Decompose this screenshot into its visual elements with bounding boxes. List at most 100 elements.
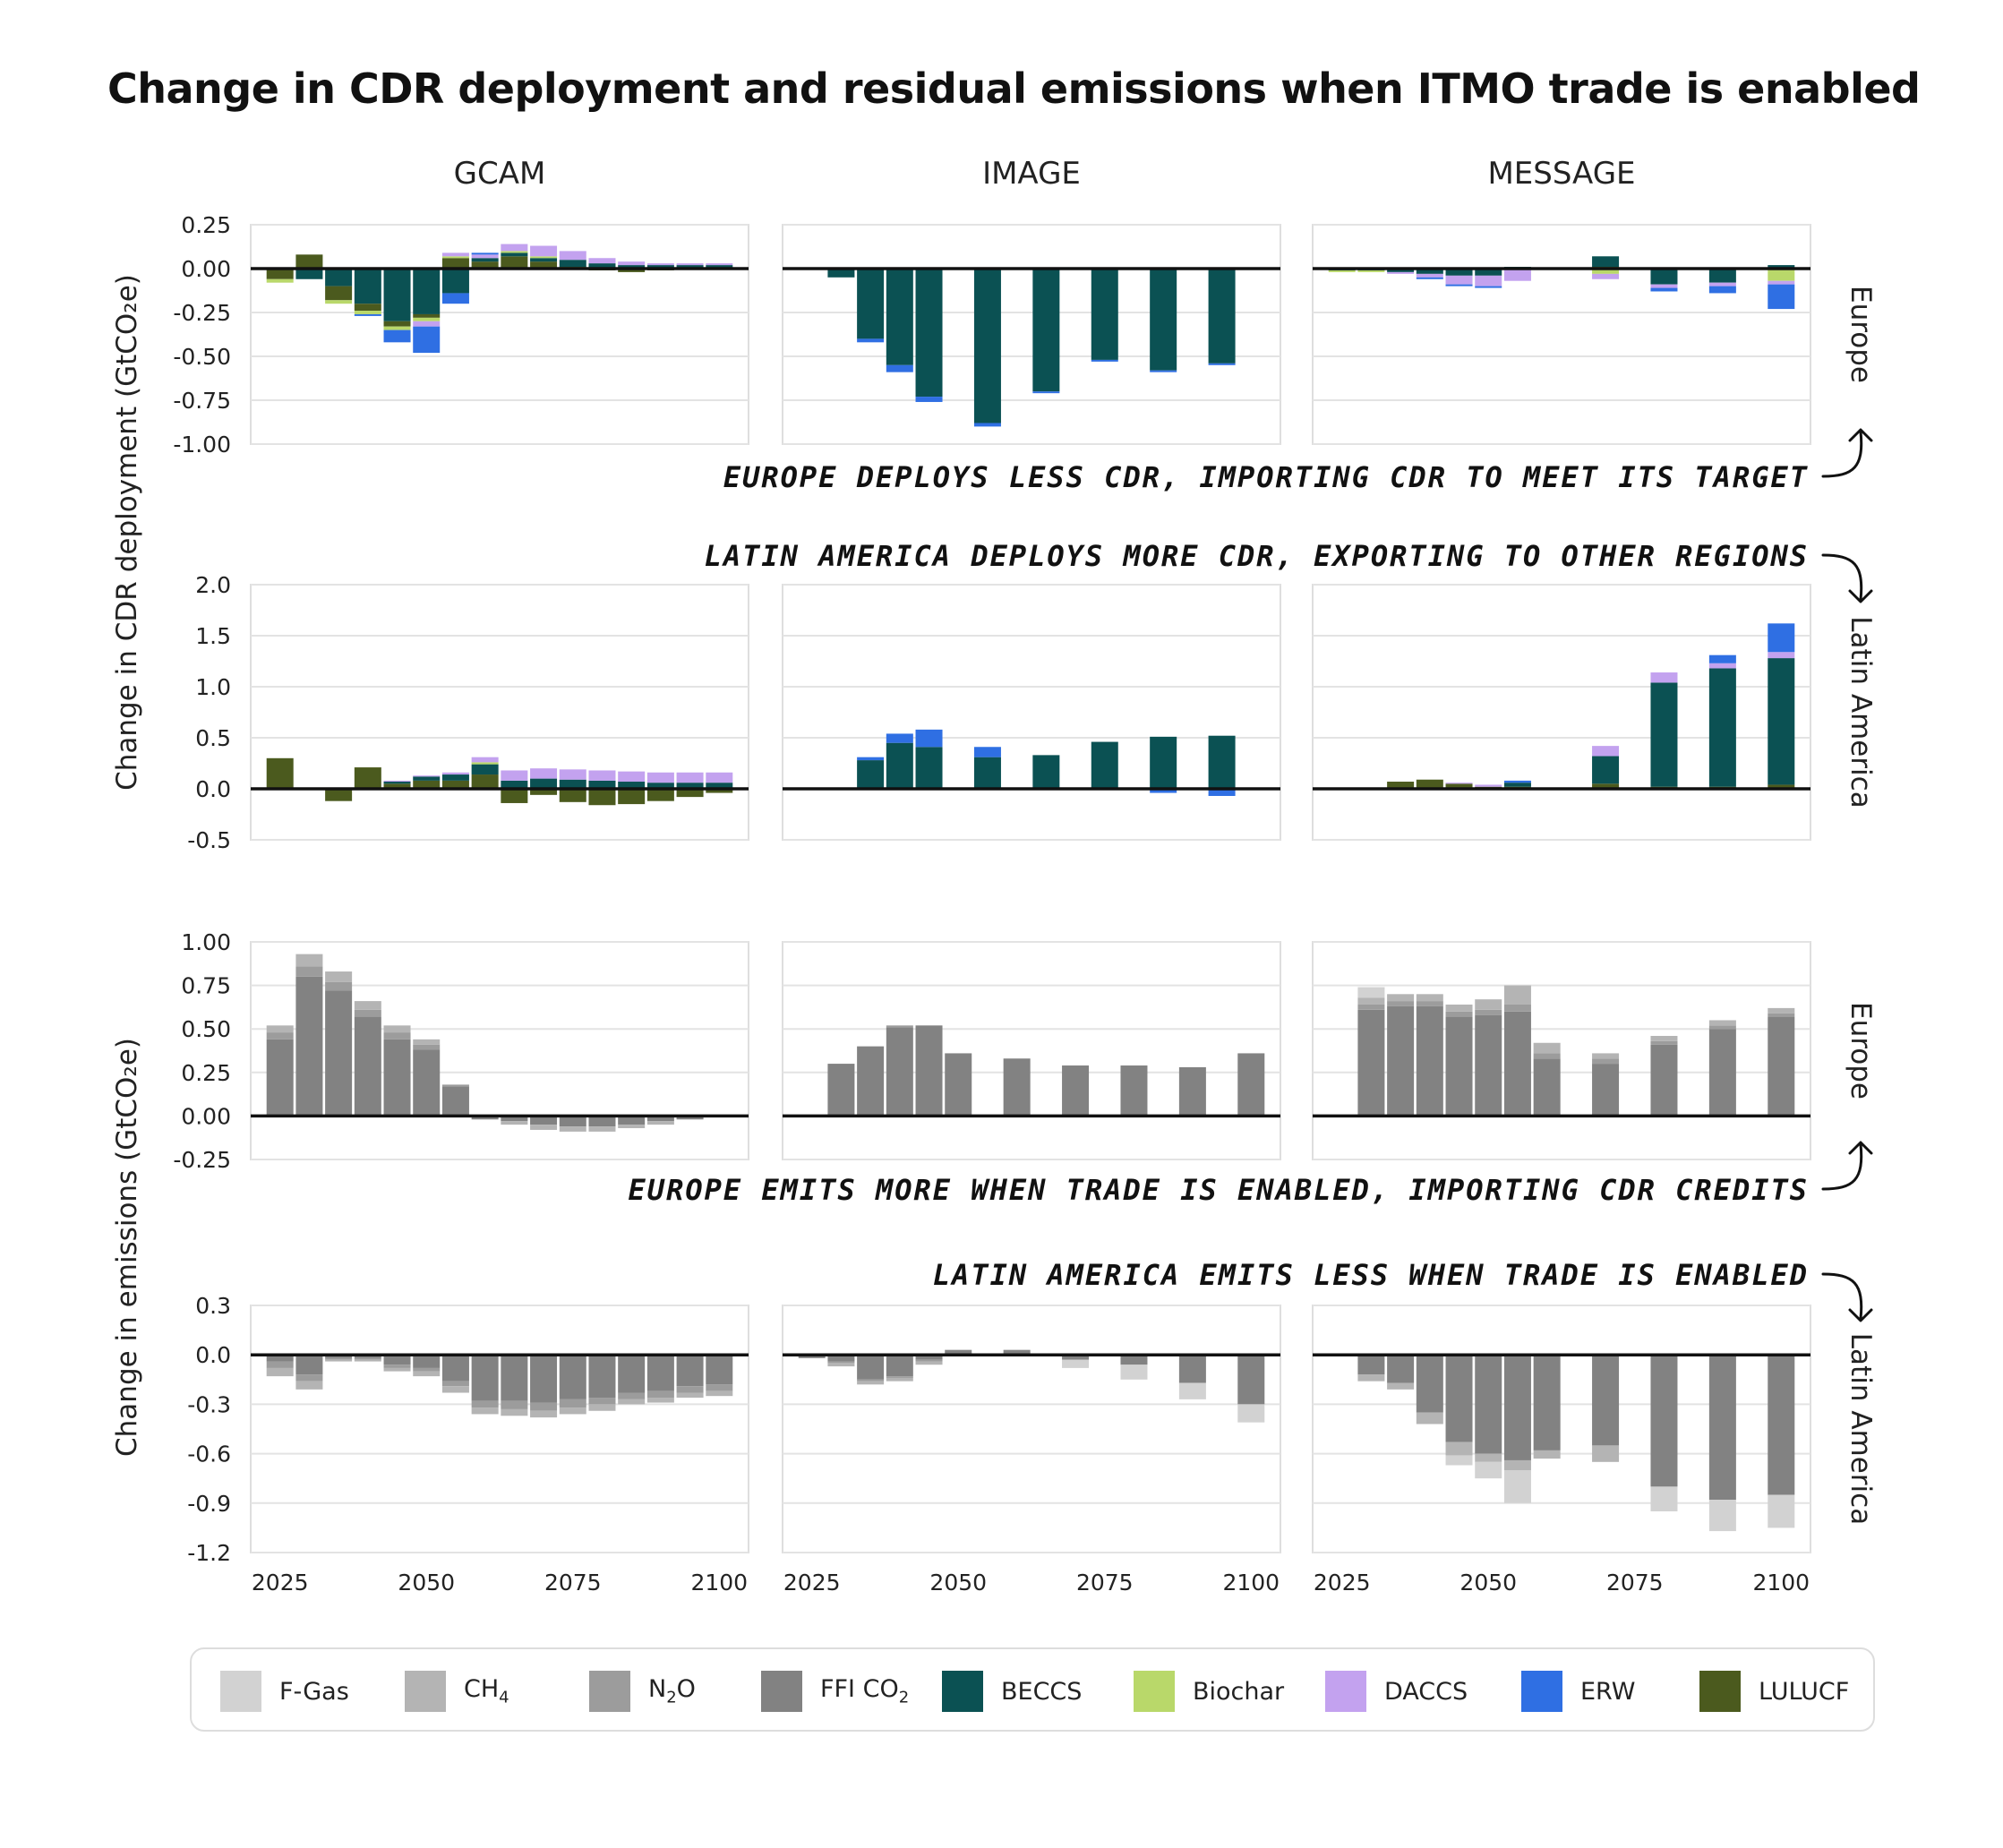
x-tick-label: 2075 (1606, 1570, 1664, 1596)
bar-segment-ffi (1178, 1355, 1206, 1383)
bar-segment-lulucf (1387, 782, 1415, 789)
bar-segment-ch4 (588, 1126, 616, 1132)
bar-segment-ffi (1416, 1005, 1443, 1116)
bar-segment-daccs (618, 771, 646, 783)
bar-segment-biochar (266, 278, 294, 283)
bar-segment-ch4 (1416, 994, 1443, 1002)
bar-segment-ch4 (1533, 1042, 1561, 1054)
bar-segment-beccs (295, 269, 323, 279)
bar-segment-ffi (354, 1355, 381, 1358)
legend: F-Gas CH4 N2O FFI CO2 BECCS Biochar DACCS ERW LU… (190, 1647, 1875, 1732)
bar-segment-lulucf (471, 261, 499, 269)
bar-segment-lulucf (1445, 783, 1473, 789)
bar-segment-ffi (559, 1355, 586, 1399)
bar-segment-beccs (383, 782, 411, 784)
bar-segment-n2o (618, 1392, 646, 1399)
bar-segment-lulucf (441, 258, 469, 269)
bar-segment-beccs (886, 269, 913, 365)
bar-segment-ffi (798, 1355, 826, 1358)
bar-segment-fgas (1178, 1382, 1206, 1399)
bar-segment-beccs (1032, 269, 1060, 392)
bar-segment-n2o (471, 1400, 499, 1408)
y-tick-label: 0.00 (181, 256, 231, 282)
bar-segment-biochar (383, 326, 411, 330)
y-axis-label: Change in emissions (GtCO₂e) (111, 1038, 143, 1457)
bar-segment-ffi (471, 1355, 499, 1401)
bar-segment-ch4 (915, 1361, 943, 1365)
bar-segment-ffi (1503, 1011, 1531, 1116)
y-tick-label: 0.25 (181, 1060, 231, 1086)
bar-segment-erw (886, 733, 913, 743)
bar-segment-erw (1445, 284, 1473, 287)
bar-segment-ffi (945, 1053, 972, 1116)
model-title: MESSAGE (1487, 156, 1635, 192)
bar-segment-ffi (827, 1064, 855, 1116)
text-layer: 0.25 0.00 -0.25 -0.50 -0.75 -1.00 Europe 2.0 1.5… (111, 156, 1877, 1596)
y-tick-label: -0.6 (187, 1442, 231, 1467)
bar-segment-lulucf (530, 789, 558, 795)
bar-segment-n2o (857, 1379, 885, 1382)
legend-swatch (1699, 1671, 1741, 1712)
bar-segment-ffi (441, 1355, 469, 1382)
bar-segment-beccs (471, 764, 499, 775)
bar-segment-ffi (646, 1116, 674, 1122)
x-tick-label: 2025 (1314, 1570, 1371, 1596)
bar-segment-ch4 (1445, 1004, 1473, 1012)
bar-segment-fgas (1062, 1359, 1090, 1368)
bar-segment-n2o (676, 1386, 704, 1393)
legend-swatch (1134, 1671, 1175, 1712)
bar-segment-daccs (441, 252, 469, 257)
bar-segment-daccs (618, 261, 646, 266)
bar-segment-daccs (1592, 273, 1620, 279)
bar-segment-ffi (915, 1355, 943, 1360)
bar-segment-lulucf (1592, 783, 1620, 789)
bar-segment-ffi (383, 1039, 411, 1116)
bar-segment-ffi (646, 1355, 674, 1391)
y-tick-label: 0.0 (195, 776, 231, 802)
bar-segment-beccs (646, 783, 674, 789)
region-label: Europe (1845, 286, 1877, 383)
legend-item-ffi: FFI CO2 (761, 1649, 909, 1733)
bar-segment-beccs (857, 760, 885, 789)
bar-segment-ffi (295, 976, 323, 1116)
annotation-arrow-head (1848, 1308, 1873, 1322)
bar-segment-erw (413, 326, 441, 354)
bar-segment-lulucf (706, 789, 733, 793)
bar-segment-fgas (1120, 1365, 1148, 1380)
bar-segment-ffi (530, 1355, 558, 1403)
bar-segment-ch4 (501, 1121, 528, 1125)
bar-segment-lulucf (325, 286, 353, 301)
bar-segment-ch4 (646, 1121, 674, 1125)
bar-segment-daccs (441, 772, 469, 775)
bar-segment-ffi (1768, 1016, 1795, 1116)
legend-label: N2O (648, 1675, 696, 1707)
bar-segment-beccs (1416, 269, 1443, 274)
bar-segment-beccs (1032, 755, 1060, 789)
bar-segment-ffi (1533, 1058, 1561, 1116)
bar-segment-beccs (1208, 735, 1236, 789)
bar-segment-ch4 (413, 1371, 441, 1377)
bar-segment-beccs (354, 269, 381, 304)
bar-segment-ch4 (1387, 1382, 1415, 1390)
bar-segment-erw (1416, 277, 1443, 279)
chart-title: Change in CDR deployment and residual em… (107, 64, 1921, 113)
bar-segment-ffi (1475, 1014, 1502, 1116)
bar-segment-ch4 (646, 1398, 674, 1403)
bar-segment-ch4 (886, 1377, 913, 1382)
bar-segment-ffi (706, 1355, 733, 1385)
y-tick-label: -0.25 (173, 300, 231, 326)
bar-segment-ch4 (559, 1407, 586, 1415)
bar-segment-n2o (325, 1357, 353, 1360)
bar-segment-beccs (1592, 756, 1620, 784)
annotation-arrow (1821, 1272, 1863, 1321)
bar-segment-ch4 (471, 1407, 499, 1415)
bar-segment-ffi (915, 1025, 943, 1116)
bar-segment-daccs (646, 263, 674, 266)
bar-segment-beccs (1503, 783, 1531, 787)
legend-label: BECCS (1001, 1677, 1083, 1706)
bar-segment-erw (915, 729, 943, 748)
bar-segment-beccs (588, 263, 616, 269)
legend-label: F-Gas (279, 1677, 349, 1706)
bar-segment-daccs (530, 245, 558, 257)
bar-segment-n2o (266, 1032, 294, 1040)
